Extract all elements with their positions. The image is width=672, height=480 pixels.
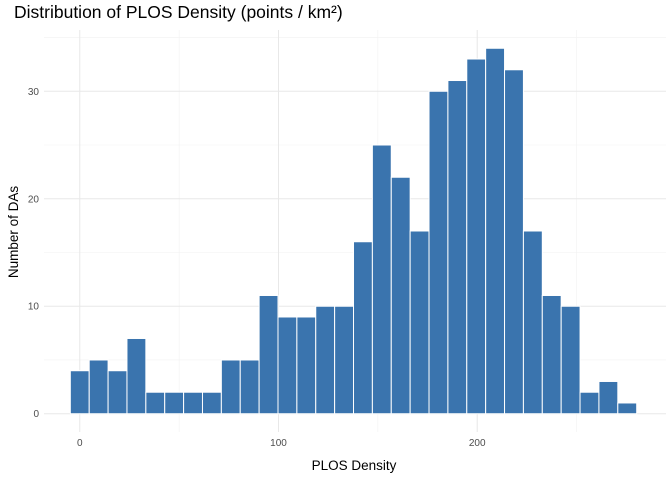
chart-title: Distribution of PLOS Density (points / k… (14, 2, 343, 22)
histogram-bar (239, 359, 260, 415)
histogram-bar (164, 391, 185, 415)
histogram-bar (277, 316, 298, 415)
histogram-bar (145, 391, 166, 415)
y-tick-label: 0 (33, 409, 39, 420)
histogram-bar (220, 359, 241, 415)
histogram-bar (296, 316, 317, 415)
histogram-bar (88, 359, 109, 415)
histogram-bar (504, 69, 524, 415)
histogram-bar (447, 80, 468, 415)
y-tick-label: 30 (28, 87, 40, 98)
histogram-bar (428, 90, 449, 415)
histogram-bar (617, 402, 638, 415)
histogram-bar (371, 144, 392, 415)
histogram-bar (560, 305, 581, 415)
x-axis-title: PLOS Density (312, 458, 397, 473)
histogram-bar (466, 58, 487, 415)
axis-tick-labels: 0 100 200 0 10 20 30 (28, 87, 486, 449)
histogram-bar (353, 241, 373, 415)
y-tick-label: 20 (28, 194, 40, 205)
histogram-bar (390, 176, 411, 415)
histogram-bar (69, 370, 90, 415)
histogram-bar (522, 230, 543, 415)
x-tick-label: 0 (77, 438, 83, 449)
x-tick-label: 200 (469, 438, 486, 449)
histogram-bars (69, 47, 638, 415)
histogram-bar (126, 337, 147, 415)
histogram-bar (258, 294, 279, 415)
y-tick-label: 10 (28, 302, 40, 313)
histogram-bar (201, 391, 222, 415)
histogram-bar (409, 230, 430, 415)
histogram-bar (107, 370, 128, 415)
histogram-bar (485, 47, 506, 415)
histogram-bar (579, 391, 600, 415)
histogram-bar (541, 294, 562, 415)
histogram-bar (598, 380, 619, 415)
histogram-bar (315, 305, 336, 415)
x-tick-label: 100 (270, 438, 287, 449)
y-axis-title: Number of DAs (6, 186, 21, 279)
histogram-bar (334, 305, 355, 415)
histogram-bar (183, 391, 203, 415)
